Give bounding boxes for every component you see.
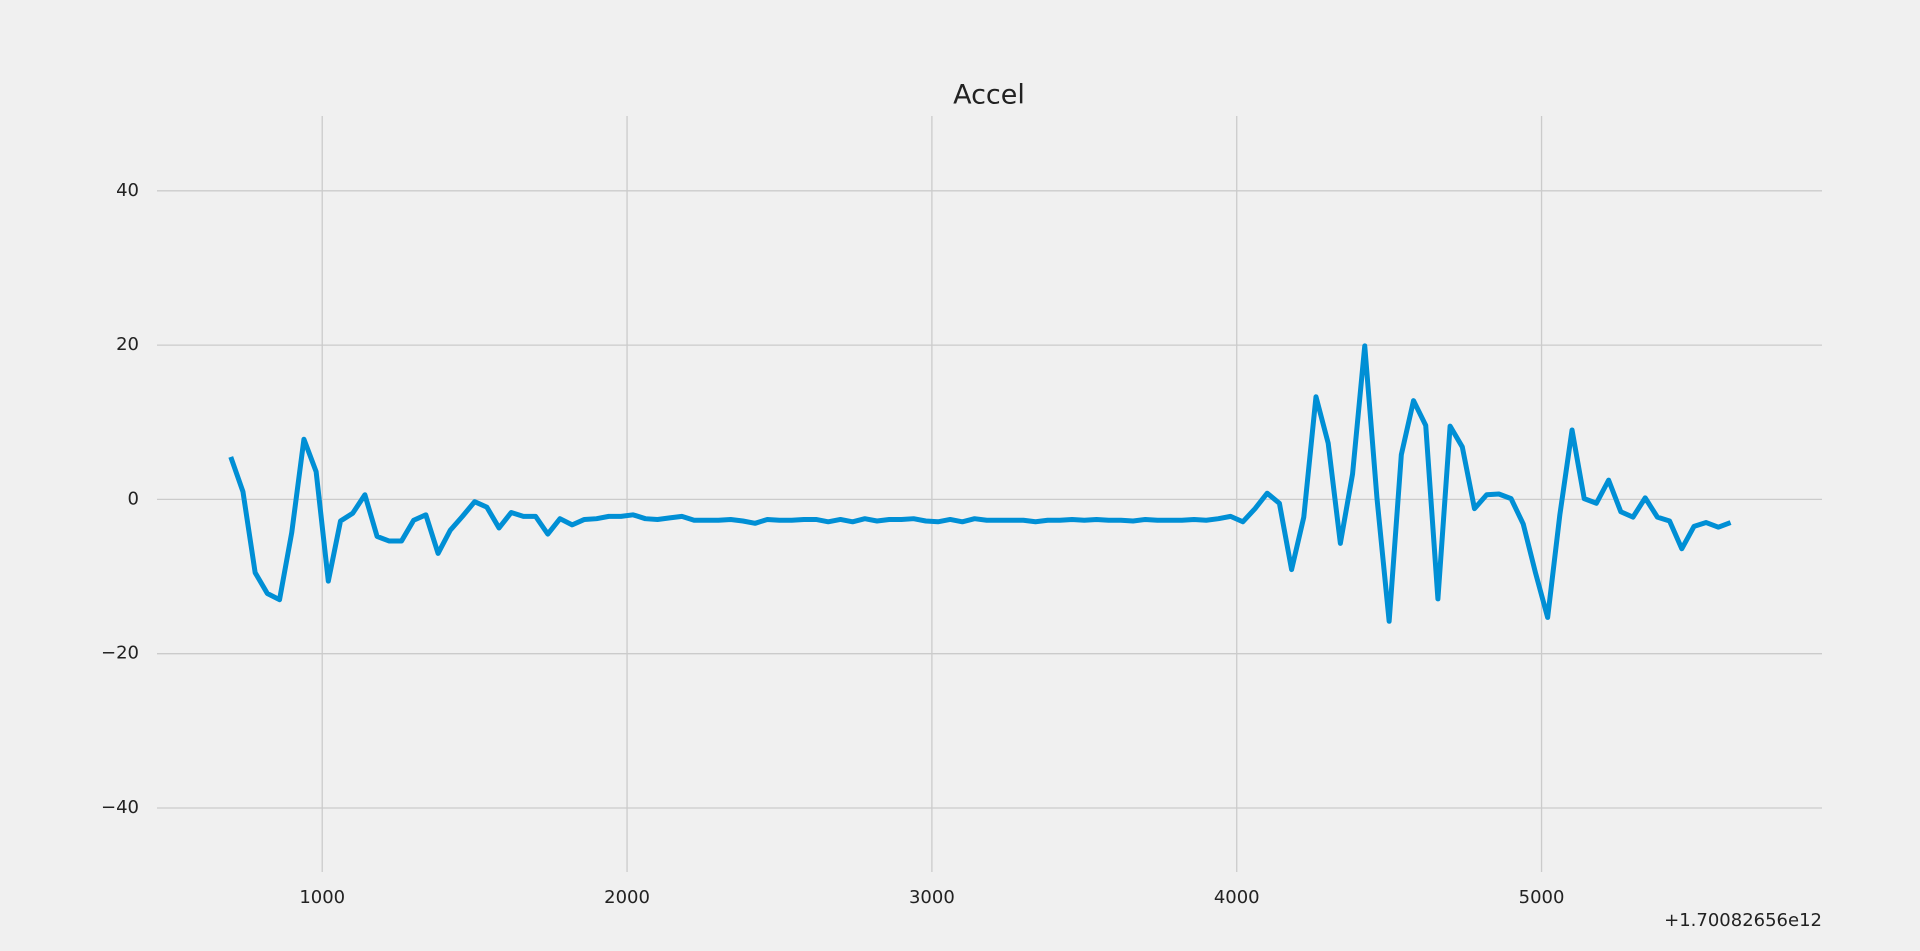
x-tick-label: 1000 xyxy=(299,887,345,908)
y-tick-label: −40 xyxy=(101,797,139,818)
data-line xyxy=(228,343,1732,624)
x-tick-label: 2000 xyxy=(604,887,650,908)
x-tick-label: 4000 xyxy=(1214,887,1260,908)
y-tick-label: 40 xyxy=(116,180,139,201)
x-tick-label: 3000 xyxy=(909,887,955,908)
y-tick-label: 20 xyxy=(116,334,139,355)
chart-title: Accel xyxy=(953,80,1025,111)
y-tick-label: −20 xyxy=(101,643,139,664)
x-offset-label: +1.70082656e12 xyxy=(1664,910,1822,931)
x-tick-label: 5000 xyxy=(1519,887,1565,908)
y-tick-label: 0 xyxy=(128,488,139,509)
